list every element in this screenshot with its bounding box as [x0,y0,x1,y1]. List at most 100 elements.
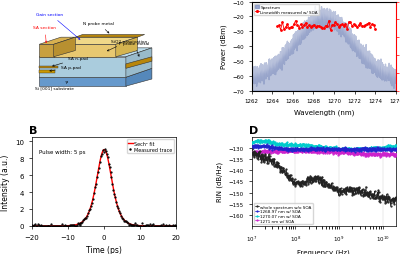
Polygon shape [75,35,145,38]
Polygon shape [39,66,58,69]
Line: Linewidth measured w/ SOA: Linewidth measured w/ SOA [276,20,377,33]
Polygon shape [39,78,126,87]
Text: Si [001] substrate: Si [001] substrate [35,83,74,90]
Linewidth measured w/ SOA [292,24,296,27]
whole spectrum w/o SOA [249,148,254,151]
1268.97 nm w/ SOA [340,149,345,152]
Text: SA p-pad: SA p-pad [50,66,81,72]
1271 nm w/ SOA [354,151,358,154]
Sech² fit [145,225,150,228]
1271 nm w/ SOA [394,153,398,156]
whole spectrum w/o SOA [306,176,311,179]
Linewidth measured w/ SOA [293,20,298,23]
Line: 1268.97 nm w/ SOA: 1268.97 nm w/ SOA [251,144,397,153]
1271 nm w/ SOA [266,151,271,154]
Measured trace [102,148,107,151]
Polygon shape [54,38,138,45]
Text: C: C [249,0,257,1]
Measured trace [30,225,35,228]
Linewidth measured w/ SOA [340,24,344,27]
1268.97 nm w/ SOA [355,147,360,150]
1270.07 nm w/ SOA [394,145,398,148]
Polygon shape [126,58,152,69]
X-axis label: Time (ps): Time (ps) [86,245,122,254]
1271 nm w/ SOA [307,151,312,154]
1268.97 nm w/ SOA [296,148,301,151]
Line: Measured trace: Measured trace [31,149,177,227]
Legend: Sech² fit, Measured trace: Sech² fit, Measured trace [126,140,174,153]
1271 nm w/ SOA [285,148,290,151]
Text: A: A [29,0,38,1]
Text: P probe metal: P probe metal [119,42,149,57]
1268.97 nm w/ SOA [354,149,359,152]
Y-axis label: Intensity (a.u.): Intensity (a.u.) [1,154,10,210]
Polygon shape [54,38,75,58]
Text: SiO2 passivation: SiO2 passivation [107,39,148,52]
1271 nm w/ SOA [340,152,345,155]
1270.07 nm w/ SOA [359,151,364,154]
Linewidth measured w/ SOA [373,28,378,31]
Sech² fit [93,184,98,187]
Sech² fit [102,149,106,152]
Sech² fit [30,225,34,228]
Linewidth measured w/ SOA [305,26,310,29]
Polygon shape [39,45,54,58]
Measured trace [113,196,118,199]
Measured trace [30,224,34,227]
X-axis label: Wavelength (nm): Wavelength (nm) [294,109,354,116]
Line: whole spectrum w/o SOA: whole spectrum w/o SOA [251,148,397,207]
whole spectrum w/o SOA [354,188,359,191]
Line: Sech² fit: Sech² fit [32,150,176,226]
whole spectrum w/o SOA [354,192,358,195]
1270.07 nm w/ SOA [263,139,268,142]
Text: D: D [249,126,258,136]
whole spectrum w/o SOA [266,158,271,161]
Text: SA section: SA section [34,26,56,43]
Sech² fit [129,223,134,226]
Sech² fit [44,225,49,228]
1270.07 nm w/ SOA [354,147,358,150]
Polygon shape [126,49,152,78]
1271 nm w/ SOA [296,148,301,151]
Linewidth measured w/ SOA [328,30,333,33]
Polygon shape [39,49,152,58]
Measured trace [107,166,112,169]
1268.97 nm w/ SOA [267,148,272,151]
1268.97 nm w/ SOA [307,148,312,151]
Linewidth measured w/ SOA [310,25,315,28]
1270.07 nm w/ SOA [307,145,312,148]
Polygon shape [39,69,152,78]
Text: N probe metal: N probe metal [82,22,114,34]
Y-axis label: RIN (dB/Hz): RIN (dB/Hz) [217,162,223,202]
1270.07 nm w/ SOA [354,148,359,151]
Legend: whole spectrum w/o SOA, 1268.97 nm w/ SOA, 1270.07 nm w/ SOA, 1271 nm w/ SOA: whole spectrum w/o SOA, 1268.97 nm w/ SO… [254,204,313,224]
whole spectrum w/o SOA [296,183,301,186]
Text: Pulse width: 5 ps: Pulse width: 5 ps [39,149,86,154]
Polygon shape [116,38,138,58]
Measured trace [174,224,179,227]
Linewidth measured w/ SOA [308,26,313,29]
Measured trace [131,223,136,226]
Linewidth measured w/ SOA [302,25,306,28]
Measured trace [88,208,92,211]
Text: Gain section: Gain section [36,13,80,40]
1268.97 nm w/ SOA [394,147,398,150]
Measured trace [151,222,156,225]
Polygon shape [39,38,75,45]
Line: 1270.07 nm w/ SOA: 1270.07 nm w/ SOA [251,139,397,153]
1270.07 nm w/ SOA [296,144,301,147]
whole spectrum w/o SOA [388,205,393,208]
Sech² fit [174,225,179,228]
Text: B: B [29,126,38,136]
Measured trace [78,221,83,224]
1268.97 nm w/ SOA [264,143,269,146]
Polygon shape [54,45,116,58]
Sech² fit [142,225,147,228]
1271 nm w/ SOA [354,153,359,156]
Text: SA n-pad: SA n-pad [52,57,88,67]
Linewidth measured w/ SOA [275,26,280,29]
Sech² fit [88,207,93,210]
whole spectrum w/o SOA [340,190,345,193]
Polygon shape [39,58,126,78]
Polygon shape [126,69,152,87]
